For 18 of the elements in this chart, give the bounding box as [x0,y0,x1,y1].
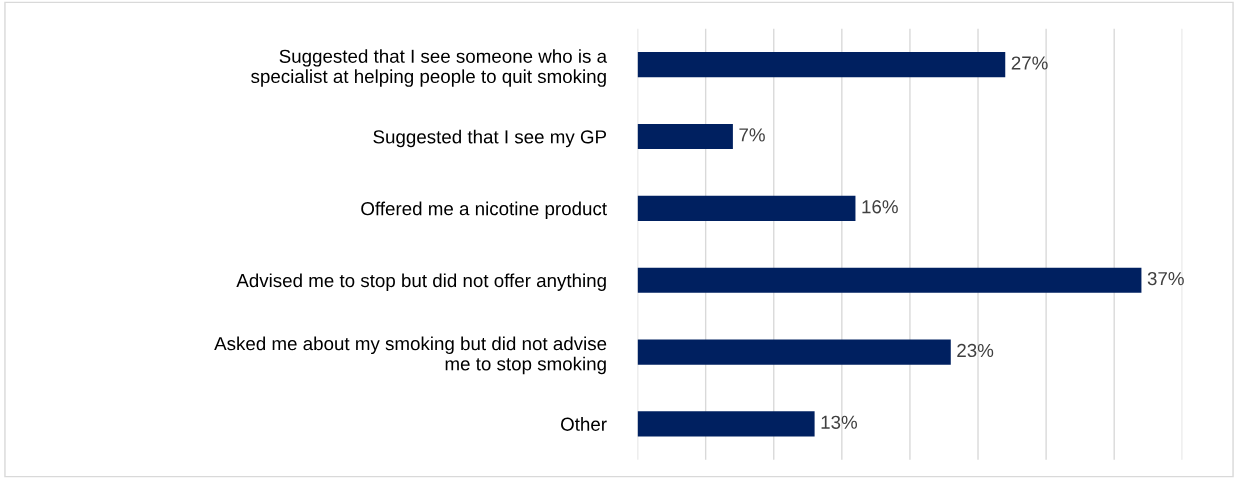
data-label: 7% [739,128,765,142]
y-tick-label: Other [561,417,607,431]
data-label: 23% [957,343,994,358]
bar [637,52,1006,78]
bar [637,411,815,437]
data-label: 13% [821,415,858,429]
data-label: 27% [1011,56,1048,70]
y-tick-label: Asked me about my smoking but did not advise me to stop smoking [214,336,607,375]
bar [637,267,1142,293]
y-tick-label: Offered me a nicotine product [361,201,607,220]
data-label: 16% [862,200,898,214]
bar [637,339,951,365]
y-tick-label: Suggested that I see someone who is a specialist at helping people to quit smoking [251,49,608,87]
y-tick-label: Suggested that I see my GP [373,129,607,148]
y-tick-label: Advised me to stop but did not offer anything [236,273,606,291]
data-label: 37% [1147,271,1184,286]
bar [637,123,733,150]
bar [637,195,856,221]
